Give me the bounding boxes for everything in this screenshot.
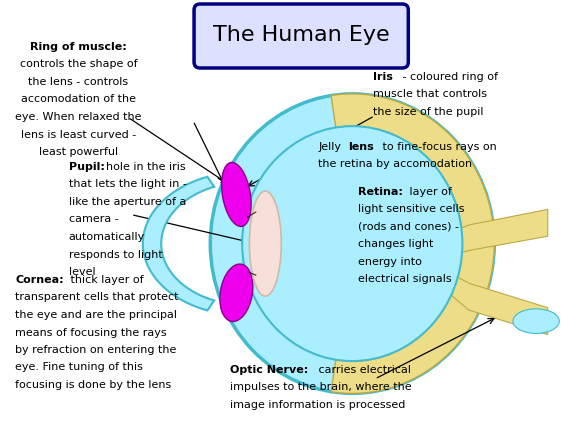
Text: level: level	[69, 267, 95, 277]
Text: eye. When relaxed the: eye. When relaxed the	[15, 112, 142, 122]
Ellipse shape	[221, 162, 251, 227]
Polygon shape	[440, 209, 548, 258]
Text: The Human Eye: The Human Eye	[213, 25, 390, 46]
Text: changes light: changes light	[358, 240, 433, 249]
Text: the size of the pupil: the size of the pupil	[373, 107, 483, 117]
Text: the lens - controls: the lens - controls	[29, 77, 129, 87]
Text: electrical signals: electrical signals	[358, 274, 451, 284]
Text: like the aperture of a: like the aperture of a	[69, 197, 186, 207]
Text: lens: lens	[349, 142, 375, 152]
Text: the eye and are the principal: the eye and are the principal	[15, 310, 177, 320]
Text: muscle that controls: muscle that controls	[373, 89, 487, 100]
Ellipse shape	[249, 191, 281, 296]
Ellipse shape	[220, 264, 253, 321]
Text: image information is processed: image information is processed	[230, 400, 405, 410]
Text: impulses to the brain, where the: impulses to the brain, where the	[230, 383, 411, 392]
Text: energy into: energy into	[358, 257, 422, 267]
Text: Retina:: Retina:	[358, 187, 403, 197]
Text: light sensitive cells: light sensitive cells	[358, 204, 464, 215]
Polygon shape	[440, 267, 548, 334]
Polygon shape	[331, 94, 494, 393]
Text: Iris: Iris	[373, 72, 393, 82]
Text: hole in the iris: hole in the iris	[106, 162, 186, 172]
Text: Jelly: Jelly	[319, 142, 345, 152]
Text: thick layer of: thick layer of	[67, 275, 143, 285]
Text: lens is least curved -: lens is least curved -	[21, 130, 136, 139]
Text: - coloured ring of: - coloured ring of	[399, 72, 498, 82]
Text: the retina by accomodation: the retina by accomodation	[319, 160, 473, 169]
Text: least powerful: least powerful	[39, 147, 118, 157]
Text: accomodation of the: accomodation of the	[21, 94, 136, 105]
Text: that lets the light in -: that lets the light in -	[69, 180, 187, 190]
Text: Pupil:: Pupil:	[69, 162, 104, 172]
Ellipse shape	[242, 126, 463, 361]
Polygon shape	[143, 177, 214, 311]
Text: Cornea:: Cornea:	[15, 275, 64, 285]
Text: carries electrical: carries electrical	[315, 365, 411, 375]
Text: transparent cells that protect: transparent cells that protect	[15, 292, 179, 303]
Ellipse shape	[210, 94, 494, 393]
Text: to fine-focus rays on: to fine-focus rays on	[379, 142, 497, 152]
Text: Ring of muscle:: Ring of muscle:	[30, 42, 127, 52]
Text: (rods and cones) -: (rods and cones) -	[358, 222, 459, 232]
Ellipse shape	[513, 309, 559, 333]
Text: means of focusing the rays: means of focusing the rays	[15, 328, 167, 337]
Text: layer of: layer of	[406, 187, 452, 197]
Text: eye. Fine tuning of this: eye. Fine tuning of this	[15, 363, 143, 372]
Text: Optic Nerve:: Optic Nerve:	[230, 365, 308, 375]
Text: focusing is done by the lens: focusing is done by the lens	[15, 380, 171, 390]
FancyBboxPatch shape	[194, 4, 409, 68]
Text: responds to light: responds to light	[69, 249, 163, 260]
Text: controls the shape of: controls the shape of	[20, 59, 137, 69]
Text: camera -: camera -	[69, 215, 119, 224]
Text: automatically: automatically	[69, 232, 145, 242]
Text: by refraction on entering the: by refraction on entering the	[15, 345, 177, 355]
